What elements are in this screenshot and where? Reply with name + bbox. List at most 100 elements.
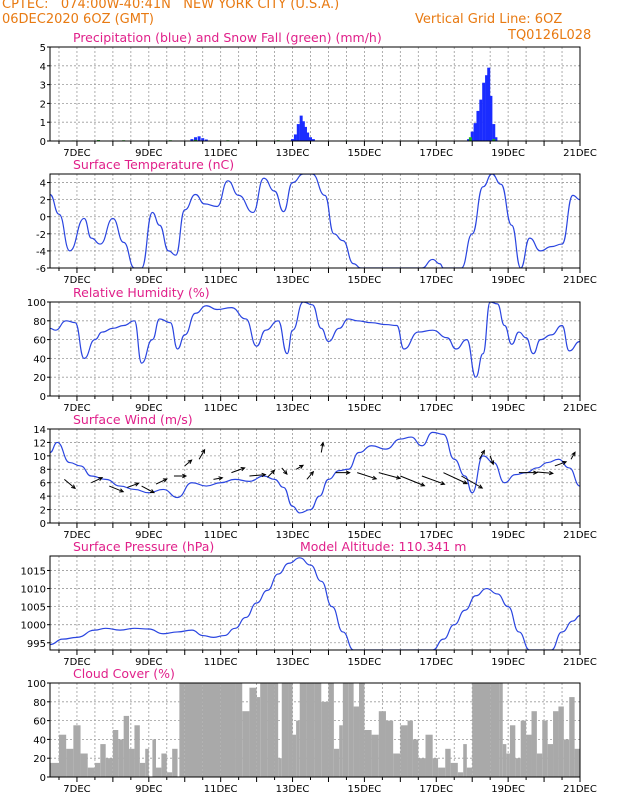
precip-bar <box>482 82 486 141</box>
y-tick-label: 5 <box>40 43 46 54</box>
cloud-bar <box>393 753 401 777</box>
y-tick-label: 14 <box>33 425 46 436</box>
precip-title: Precipitation (blue) and Snow Fall (gree… <box>73 30 382 45</box>
model-code: TQ0126L028 <box>508 28 592 43</box>
wind-arrow <box>267 469 276 478</box>
cloud-bar <box>502 744 507 777</box>
wind-arrow <box>421 475 446 486</box>
y-tick-label: 4 <box>40 62 46 73</box>
cloud-bar <box>445 748 451 777</box>
cloud-bar <box>432 758 439 777</box>
x-tick-label: 21DEC <box>563 784 597 795</box>
temperature-title: Surface Temperature (nC) <box>73 157 234 172</box>
cloud-bar <box>574 748 580 777</box>
x-tick-label: 9DEC <box>135 657 162 668</box>
x-tick-label: 21DEC <box>563 403 597 414</box>
wind-arrow <box>306 470 315 480</box>
wind-panel: 0 2 4 6 8 10 12 14 7DEC 9DEC 11DEC 13DEC 15DEC 17DEC 1… <box>33 412 597 541</box>
grid-note: Vertical Grid Line: 6OZ <box>415 12 563 27</box>
cloud-bar <box>536 753 543 777</box>
y-tick-label: 1 <box>40 118 46 129</box>
wind-arrow <box>281 467 288 475</box>
cloud-bar <box>407 720 413 777</box>
cloud-bar <box>333 748 340 777</box>
x-tick-label: 13DEC <box>276 657 310 668</box>
wind-arrow <box>109 485 125 493</box>
cloud-bar <box>50 762 59 777</box>
cloud-bar <box>353 706 360 777</box>
wind-arrow <box>173 473 188 479</box>
y-tick-label: 0 <box>40 519 46 530</box>
y-tick-label: -6 <box>36 264 46 275</box>
cloud-bar <box>509 725 516 777</box>
x-tick-label: 7DEC <box>63 657 90 668</box>
precip-bar <box>306 132 310 141</box>
wind-arrow <box>443 472 469 485</box>
y-tick-label: 0 <box>40 773 46 784</box>
y-tick-label: 12 <box>33 438 46 449</box>
location-header: CPTEC: 074:00W-40:41N NEW YORK CITY (U.S… <box>2 0 340 12</box>
precip-bar <box>301 121 305 141</box>
cloud-bar <box>547 744 554 777</box>
y-tick-label: 4 <box>40 492 46 503</box>
cloud-bar <box>569 697 575 777</box>
x-tick-label: 19DEC <box>491 784 525 795</box>
cloud-bar <box>490 683 500 777</box>
precip-bar <box>470 131 474 141</box>
y-tick-label: 1015 <box>21 566 46 577</box>
y-tick-label: 40 <box>33 354 46 365</box>
x-tick-label: 19DEC <box>491 275 525 286</box>
cloud-bar <box>118 739 124 777</box>
x-tick-label: 7DEC <box>63 403 90 414</box>
y-tick-label: 8 <box>40 465 46 476</box>
cloud-bar <box>425 734 433 777</box>
run-datetime: 06DEC2020 6OZ (GMT) <box>2 12 154 27</box>
y-tick-label: 80 <box>33 317 46 328</box>
cloud-bar <box>400 725 408 777</box>
wind-arrow <box>570 451 576 460</box>
cloud-bar <box>563 739 570 777</box>
y-tick-label: 0 <box>40 213 46 224</box>
cloud-bar <box>359 683 365 777</box>
wind-arrow <box>213 476 224 481</box>
wind-arrow <box>461 475 484 489</box>
precip-bar <box>494 137 498 141</box>
precip-bar <box>492 124 496 141</box>
wind-arrow <box>335 470 351 475</box>
cloud-bar <box>256 697 261 777</box>
cloud-bar <box>152 739 156 777</box>
cloud-bar <box>515 758 521 777</box>
cloud-panel: 0 20 40 60 80 100 7DEC 9DEC 11DEC 13DEC 15DEC 17DEC… <box>27 666 597 795</box>
x-tick-label: 17DEC <box>419 530 453 541</box>
x-tick-label: 15DEC <box>348 657 382 668</box>
x-tick-label: 13DEC <box>276 784 310 795</box>
cloud-bar <box>531 711 537 777</box>
precip-bar <box>197 136 201 141</box>
cloud-bar <box>299 683 307 777</box>
x-tick-label: 15DEC <box>348 275 382 286</box>
wind-arrow <box>357 472 378 480</box>
precip-bar <box>467 139 471 141</box>
cloud-bar <box>542 720 548 777</box>
cloud-bar <box>87 767 95 777</box>
y-tick-label: 2 <box>40 196 46 207</box>
y-tick-label: 80 <box>33 698 46 709</box>
cloud-bar <box>278 758 282 777</box>
cloud-bar <box>385 720 394 777</box>
precip-bar <box>296 124 300 141</box>
precip-bar <box>489 95 493 141</box>
x-tick-label: 9DEC <box>135 275 162 286</box>
humidity-line <box>50 302 580 378</box>
cloud-bar <box>506 753 510 777</box>
cloud-bar <box>220 683 236 777</box>
x-tick-label: 11DEC <box>204 657 238 668</box>
cloud-bar <box>288 683 293 777</box>
x-tick-label: 17DEC <box>419 148 453 159</box>
cloud-bar <box>202 683 221 777</box>
snow-bar <box>194 139 198 141</box>
wind-arrow <box>231 466 246 474</box>
cloud-bar <box>105 758 113 777</box>
wind-arrow <box>64 478 76 490</box>
cloud-bar <box>520 720 527 777</box>
precip-bar <box>190 139 194 141</box>
